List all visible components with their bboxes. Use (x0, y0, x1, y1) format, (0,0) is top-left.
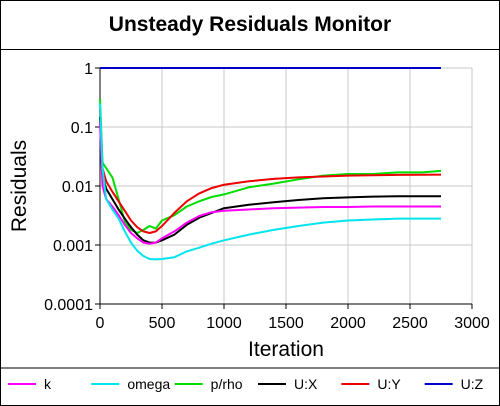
legend-label: p/rho (211, 376, 243, 392)
x-tick-label: 500 (149, 315, 176, 332)
series-line-k (99, 122, 441, 245)
legend-label: k (44, 376, 52, 392)
y-tick-label: 0.01 (62, 179, 93, 196)
y-tick-label: 0.1 (71, 120, 93, 137)
y-tick-label: 1 (84, 61, 93, 78)
x-tick-label: 2500 (392, 315, 428, 332)
title-bar: Unsteady Residuals Monitor (1, 1, 499, 50)
series-line-u-x (99, 116, 441, 244)
chart-title: Unsteady Residuals Monitor (108, 13, 392, 36)
y-axis-label: Residuals (8, 140, 31, 232)
x-tick-label: 2000 (330, 315, 366, 332)
x-tick-label: 3000 (454, 315, 490, 332)
legend-label: U:X (294, 376, 318, 392)
y-tick-label: 0.001 (53, 238, 93, 255)
y-tick-label: 0.0001 (44, 297, 93, 314)
series-line-u-y (99, 109, 442, 234)
series-line-omega (99, 103, 441, 261)
x-axis-label: Iteration (248, 338, 324, 361)
legend-label: U:Z (461, 376, 484, 392)
legend-label: omega (127, 376, 170, 392)
x-tick-label: 1000 (206, 315, 242, 332)
x-tick-label: 0 (96, 315, 105, 332)
legend-label: U:Y (377, 376, 401, 392)
x-tick-label: 1500 (268, 315, 304, 332)
